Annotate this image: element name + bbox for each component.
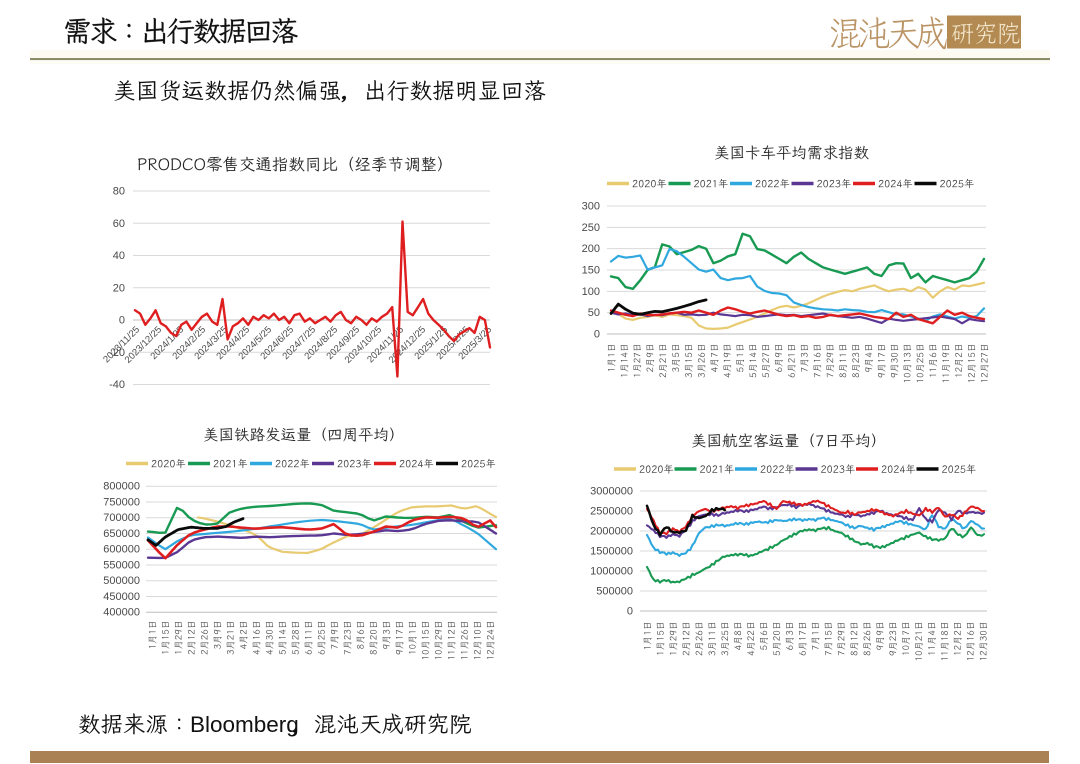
svg-text:550000: 550000: [103, 559, 140, 571]
svg-text:3000000: 3000000: [590, 486, 633, 498]
svg-text:0: 0: [594, 329, 600, 341]
svg-text:1500000: 1500000: [590, 546, 633, 558]
svg-text:400000: 400000: [103, 607, 140, 619]
svg-text:500000: 500000: [103, 575, 140, 587]
svg-text:100: 100: [582, 286, 600, 298]
svg-text:2000000: 2000000: [590, 526, 633, 538]
svg-text:800000: 800000: [103, 481, 140, 493]
svg-text:700000: 700000: [103, 512, 140, 524]
svg-text:250: 250: [582, 222, 600, 234]
svg-text:20: 20: [113, 282, 125, 294]
svg-text:50: 50: [588, 307, 600, 319]
svg-text:40: 40: [113, 250, 125, 262]
svg-text:0: 0: [627, 606, 633, 618]
svg-text:60: 60: [113, 218, 125, 230]
svg-text:80: 80: [113, 186, 125, 198]
svg-text:2500000: 2500000: [590, 506, 633, 518]
svg-text:200: 200: [582, 243, 600, 255]
svg-text:750000: 750000: [103, 496, 140, 508]
svg-text:500000: 500000: [596, 586, 633, 598]
svg-text:0: 0: [119, 315, 125, 327]
svg-text:Bloomberg: Bloomberg: [190, 712, 299, 737]
svg-text:150: 150: [582, 265, 600, 277]
svg-text:650000: 650000: [103, 528, 140, 540]
svg-text:-20: -20: [109, 347, 125, 359]
svg-text:-40: -40: [109, 379, 125, 391]
svg-text:450000: 450000: [103, 591, 140, 603]
svg-text:1000000: 1000000: [590, 566, 633, 578]
svg-text:300: 300: [582, 201, 600, 213]
svg-text:600000: 600000: [103, 544, 140, 556]
